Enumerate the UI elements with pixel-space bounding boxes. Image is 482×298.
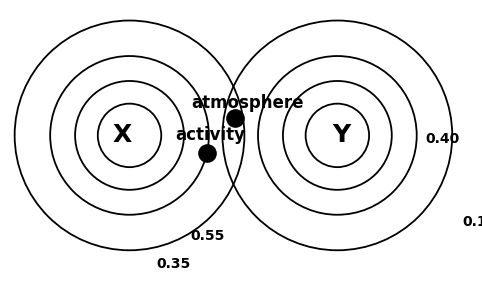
- Text: atmosphere: atmosphere: [191, 94, 304, 112]
- Text: X: X: [112, 123, 132, 148]
- Text: 0.15: 0.15: [462, 215, 482, 229]
- Text: 0.35: 0.35: [156, 257, 190, 271]
- Text: 0.55: 0.55: [190, 229, 224, 243]
- Point: [231, 116, 239, 120]
- Point: [203, 150, 211, 155]
- Text: Y: Y: [332, 123, 350, 148]
- Text: activity: activity: [175, 126, 245, 144]
- Text: 0.40: 0.40: [426, 132, 460, 146]
